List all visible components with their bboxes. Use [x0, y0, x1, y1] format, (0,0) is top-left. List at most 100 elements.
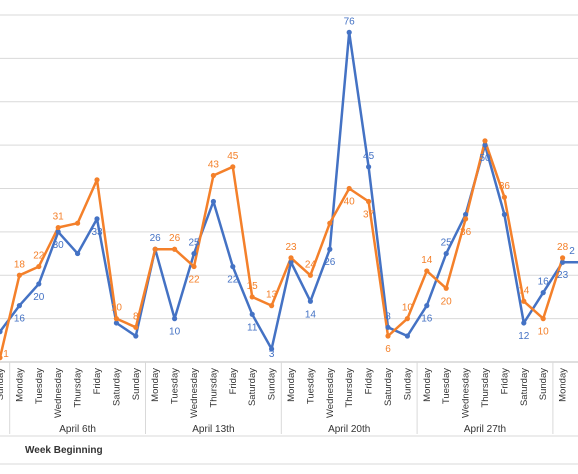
tick-label: Wednesday	[189, 368, 200, 418]
tick-label: Thursday	[208, 368, 219, 408]
data-point	[210, 172, 216, 179]
data-label: 25	[188, 238, 200, 249]
data-point	[152, 246, 158, 252]
data-label: 76	[344, 16, 356, 27]
data-point	[443, 250, 449, 257]
data-point	[501, 194, 507, 200]
tick-label: Thursday	[480, 368, 491, 408]
data-label: 6	[385, 344, 391, 355]
data-label: 23	[285, 242, 297, 253]
data-label: 14	[518, 285, 530, 296]
week-label: April 6th	[59, 424, 96, 435]
data-point	[133, 324, 139, 330]
tick-label: Sunday	[267, 368, 278, 400]
data-label: 33	[91, 227, 103, 238]
data-label: 10	[538, 327, 550, 338]
data-label: 40	[344, 197, 356, 208]
data-point	[540, 290, 546, 296]
data-point	[540, 316, 546, 322]
data-point	[307, 298, 313, 304]
data-point	[307, 272, 313, 278]
data-label: 3	[269, 349, 275, 360]
data-label: 16	[421, 314, 433, 325]
data-label: 2	[569, 246, 575, 257]
data-point	[327, 246, 333, 252]
data-label: 8	[385, 311, 391, 322]
data-point	[0, 355, 3, 361]
tick-label: Friday	[499, 368, 510, 395]
data-label: 14	[421, 255, 433, 266]
data-point	[482, 138, 488, 144]
data-point	[113, 320, 119, 326]
data-label: 31	[53, 212, 65, 223]
data-label: 25	[441, 238, 453, 249]
week-label: April 20th	[328, 424, 370, 435]
data-label: 45	[363, 151, 375, 162]
data-point	[113, 316, 119, 322]
data-label: 26	[150, 233, 162, 244]
tick-label: Monday	[558, 368, 569, 402]
data-point	[133, 333, 139, 339]
week-label: April 13th	[192, 424, 234, 435]
tick-label: Sunday	[0, 368, 6, 400]
data-point	[36, 281, 42, 287]
tick-label: Monday	[150, 368, 161, 402]
data-point	[463, 216, 469, 222]
data-point	[366, 164, 372, 170]
data-point	[521, 320, 527, 326]
data-point	[385, 333, 391, 339]
data-point	[172, 246, 178, 252]
tick-label: Thursday	[344, 368, 355, 408]
data-label: 8	[133, 311, 139, 322]
data-point	[463, 211, 469, 218]
data-label: 14	[305, 309, 317, 320]
data-label: 45	[227, 151, 239, 162]
week-label: April 27th	[464, 424, 506, 435]
series-points	[0, 29, 566, 361]
data-label: 13	[266, 290, 278, 301]
data-label: 10	[169, 327, 181, 338]
data-point	[172, 316, 178, 322]
data-point	[269, 303, 275, 309]
data-label: 22	[188, 275, 200, 286]
data-point	[55, 224, 61, 231]
data-point	[36, 263, 42, 270]
data-label: 43	[208, 159, 220, 170]
data-point	[94, 177, 100, 183]
x-axis-title: Week Beginning	[25, 445, 103, 456]
data-point	[424, 303, 430, 309]
data-label: 36	[460, 227, 472, 238]
data-point	[210, 198, 216, 205]
data-point	[55, 229, 61, 235]
data-label: 20	[441, 296, 453, 307]
data-point	[16, 272, 22, 278]
data-label: 28	[557, 242, 569, 253]
tick-label: Thursday	[73, 368, 84, 408]
tick-label: Tuesday	[305, 368, 316, 404]
tick-label: Monday	[286, 368, 297, 402]
data-point	[560, 259, 566, 265]
data-label: 16	[14, 314, 26, 325]
data-label: 22	[227, 275, 239, 286]
tick-label: Saturday	[111, 368, 122, 406]
data-label: 12	[518, 331, 530, 342]
data-point	[560, 255, 566, 261]
data-label: 26	[324, 257, 336, 268]
data-label: 36	[499, 181, 511, 192]
data-point	[191, 250, 197, 257]
data-point	[94, 216, 100, 222]
data-label: 1	[3, 349, 9, 360]
series-line-1	[0, 31, 578, 351]
x-axis: Sunday Monday Tuesday Wednesday Thursday Frid…	[0, 361, 578, 465]
data-label: 24	[305, 259, 317, 270]
tick-label: Monday	[422, 368, 433, 402]
tick-label: Friday	[364, 368, 375, 395]
data-point	[0, 329, 3, 335]
data-point	[404, 333, 410, 339]
series-lines	[0, 31, 578, 358]
data-label: 50	[479, 153, 491, 164]
data-label: 30	[53, 240, 65, 251]
tick-label: Wednesday	[325, 368, 336, 418]
